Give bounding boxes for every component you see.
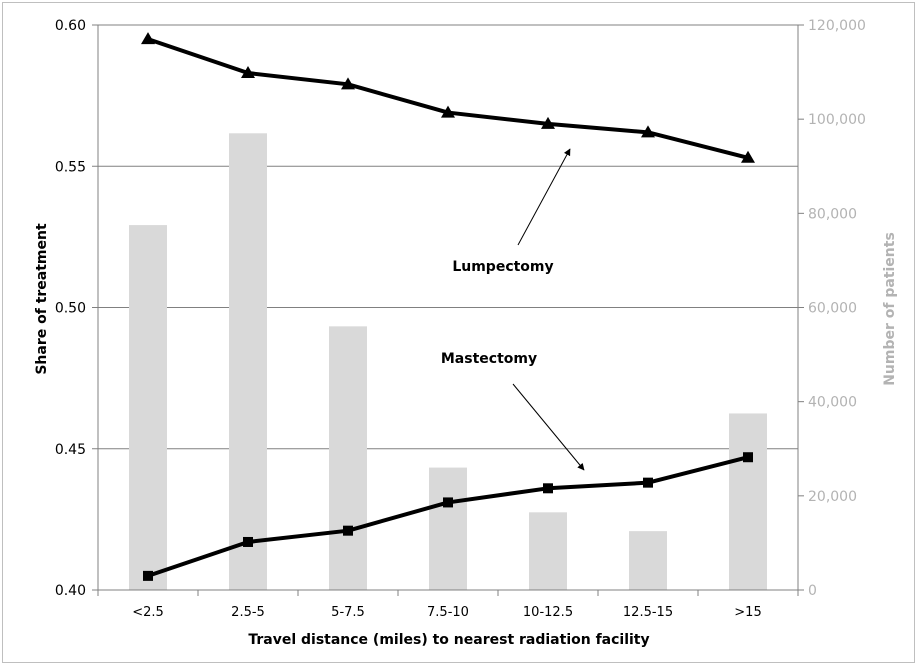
series-lines xyxy=(141,32,755,581)
y-left-axis-title: Share of treatment xyxy=(34,223,50,375)
mastectomy-point xyxy=(543,483,553,494)
mastectomy-point xyxy=(443,497,453,508)
x-axis-title: Travel distance (miles) to nearest radia… xyxy=(248,632,649,648)
y-right-tick-label: 60,000 xyxy=(808,301,857,317)
patient-bar xyxy=(629,531,667,590)
mastectomy-point xyxy=(643,477,653,488)
gridlines xyxy=(98,24,798,450)
lumpectomy-point xyxy=(641,125,655,138)
patient-bar xyxy=(129,225,167,590)
lumpectomy-annotation: Lumpectomy xyxy=(452,259,553,275)
y-left-tick-label: 0.60 xyxy=(55,18,86,34)
lumpectomy-point xyxy=(441,105,455,118)
lumpectomy-point xyxy=(241,66,255,79)
mastectomy-point xyxy=(743,452,753,463)
annotations: Lumpectomy Mastectomy xyxy=(441,148,585,471)
x-tick-label: <2.5 xyxy=(132,605,164,620)
mastectomy-point xyxy=(143,570,153,581)
mastectomy-point xyxy=(243,536,253,547)
axes xyxy=(92,24,804,596)
lumpectomy-point xyxy=(741,150,755,163)
y-right-tick-label: 120,000 xyxy=(808,18,866,34)
patient-bar xyxy=(229,133,267,590)
y-right-tick-label: 0 xyxy=(808,583,817,599)
y-right-tick-label: 40,000 xyxy=(808,395,857,411)
x-tick-label: >15 xyxy=(734,605,761,620)
y-left-tick-label: 0.50 xyxy=(55,301,86,317)
y-left-tick-label: 0.55 xyxy=(55,159,86,175)
y-right-tick-label: 80,000 xyxy=(808,206,857,222)
patient-bar xyxy=(729,413,767,590)
patient-bars xyxy=(129,133,767,590)
mastectomy-point xyxy=(343,525,353,536)
lumpectomy-arrow xyxy=(517,148,571,246)
y-right-tick-label: 20,000 xyxy=(808,489,857,505)
x-tick-label: 5-7.5 xyxy=(331,605,365,620)
lumpectomy-point xyxy=(341,77,355,90)
x-tick-label: 7.5-10 xyxy=(427,605,469,620)
patient-bar xyxy=(329,326,367,590)
mastectomy-annotation: Mastectomy xyxy=(441,351,537,367)
y-left-tick-label: 0.45 xyxy=(55,442,86,458)
x-tick-label: 12.5-15 xyxy=(623,605,673,620)
mastectomy-arrow xyxy=(512,383,585,471)
patient-bar xyxy=(529,512,567,590)
tick-labels: 0.40 0.45 0.50 0.55 0.60 0 20,000 40,000 60,000 8… xyxy=(55,18,866,620)
lumpectomy-point xyxy=(141,32,155,45)
x-tick-label: 10-12.5 xyxy=(523,605,573,620)
x-tick-label: 2.5-5 xyxy=(231,605,265,620)
y-right-tick-label: 100,000 xyxy=(808,112,866,128)
combo-chart: 0.40 0.45 0.50 0.55 0.60 0 20,000 40,000 60,000 8… xyxy=(34,18,898,648)
lumpectomy-point xyxy=(541,116,555,129)
y-right-axis-title: Number of patients xyxy=(882,232,898,386)
patient-bar xyxy=(429,467,467,590)
y-left-tick-label: 0.40 xyxy=(55,583,86,599)
